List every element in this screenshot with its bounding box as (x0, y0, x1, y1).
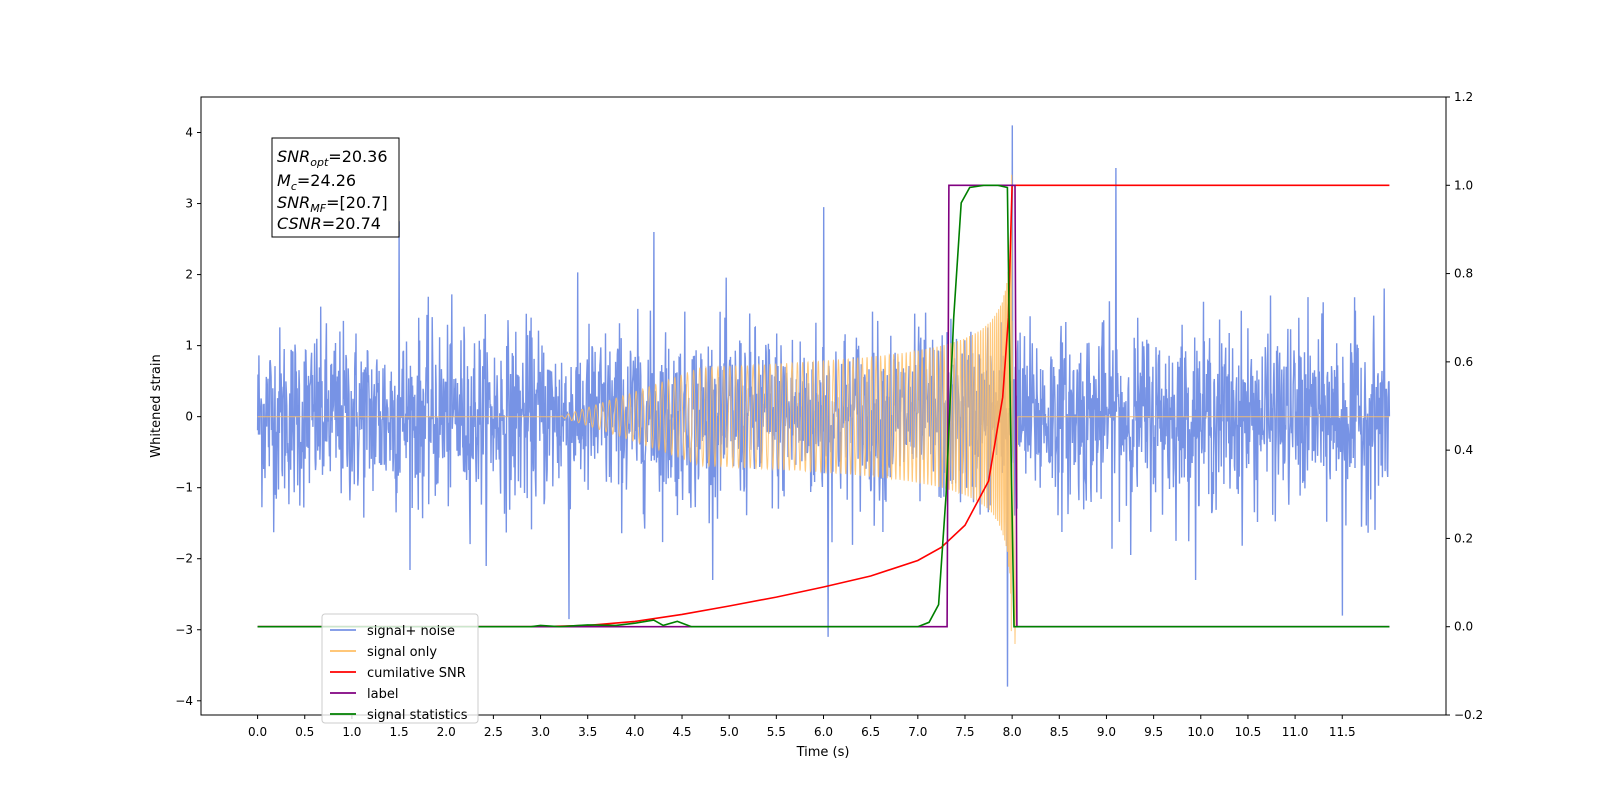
series-signal-statistics (257, 184, 1390, 628)
x-tick-label: 4.5 (672, 725, 691, 739)
legend-box (321, 613, 479, 724)
x-tick-label: 0.0 (248, 725, 267, 739)
noise-trace (256, 125, 1391, 687)
x-tick-label: 1.0 (342, 725, 361, 739)
x-tick-label: 5.0 (720, 725, 739, 739)
x-tick-label: 8.5 (1050, 725, 1069, 739)
x-tick-label: 2.0 (437, 725, 456, 739)
x-tick-label: 7.5 (955, 725, 974, 739)
legend-label: cumilative SNR (367, 666, 466, 681)
legend-label: label (367, 687, 398, 702)
axes-layer: 0.0 0.5 1.0 1.5 2.0 2.5 3.0 3.5 4.0 4.5 5.0 5.5 6.0 6… (175, 90, 1483, 739)
series-cumilative-snr (257, 184, 1390, 628)
x-tick-label: 11.5 (1329, 725, 1356, 739)
chirp-trace (257, 174, 1390, 645)
x-axis-label: Time (s) (796, 745, 850, 760)
x-tick-label: 8.0 (1003, 725, 1022, 739)
x-tick-label: 2.5 (484, 725, 503, 739)
x-tick-label: 3.5 (578, 725, 597, 739)
stats-box (271, 137, 400, 238)
x-tick-label: 0.5 (295, 725, 314, 739)
y2-tick-label: −0.2 (1454, 708, 1483, 722)
x-tick-label: 4.0 (625, 725, 644, 739)
y-tick-label: 0 (185, 410, 193, 424)
y-tick-label: −3 (175, 623, 193, 637)
x-tick-label: 9.0 (1097, 725, 1116, 739)
x-tick-label: 3.0 (531, 725, 550, 739)
y2-tick-label: 0.2 (1454, 531, 1473, 545)
x-tick-label: 10.0 (1187, 725, 1214, 739)
y2-tick-label: 1.0 (1454, 178, 1473, 192)
x-tick-label: 6.0 (814, 725, 833, 739)
legend-label: signal statistics (367, 708, 468, 723)
y2-tick-label: 0.6 (1454, 355, 1473, 369)
series-layer (256, 125, 1391, 687)
y2-tick-label: 0.0 (1454, 620, 1473, 634)
legend-label: signal only (367, 645, 437, 660)
x-tick-label: 5.5 (767, 725, 786, 739)
series-line (257, 184, 1390, 628)
x-tick-label: 1.5 (390, 725, 409, 739)
series-signal-only (257, 174, 1390, 645)
series-signal-noise (256, 125, 1391, 687)
x-tick-label: 7.0 (908, 725, 927, 739)
series-line (257, 184, 1390, 628)
y-tick-label: 4 (185, 126, 193, 140)
y-tick-label: 2 (185, 268, 193, 282)
legend-label: signal+ noise (367, 624, 455, 639)
y-axis-label: Whitened strain (149, 354, 164, 457)
x-tick-label: 9.5 (1144, 725, 1163, 739)
legend: signal+ noise signal only cumilative SNR la… (321, 613, 479, 724)
y-tick-label: 1 (185, 339, 193, 353)
y-tick-label: −1 (175, 481, 193, 495)
csnr-text: CSNR=20.74 (277, 214, 381, 233)
x-tick-label: 10.5 (1235, 725, 1262, 739)
y-tick-label: −2 (175, 552, 193, 566)
snr-opt-text: SNRopt=20.36 (277, 147, 388, 169)
y2-tick-label: 0.4 (1454, 443, 1473, 457)
x-tick-label: 6.5 (861, 725, 880, 739)
mc-text: Mc=24.26 (277, 171, 356, 193)
snr-mf-text: SNRMF=[20.7] (277, 193, 388, 215)
y2-tick-label: 1.2 (1454, 90, 1473, 104)
y-tick-label: 3 (185, 197, 193, 211)
x-tick-label: 11.0 (1282, 725, 1309, 739)
stats-annotation: SNRopt=20.36 Mc=24.26 SNRMF=[20.7] CSNR=… (271, 137, 400, 238)
y2-tick-label: 0.8 (1454, 267, 1473, 281)
y-tick-label: −4 (175, 694, 193, 708)
